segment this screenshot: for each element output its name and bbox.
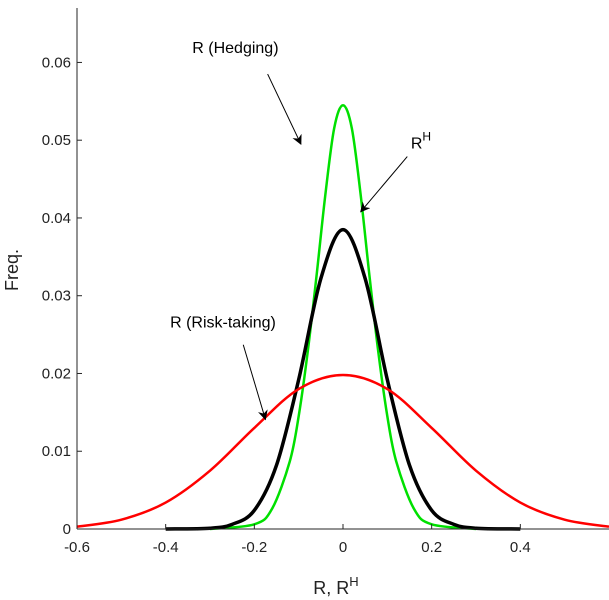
axes-group: -0.6 -0.4 -0.2 0 0.2 0.4 0 0.01 0.02 0.03 0.04 0.05…	[42, 8, 609, 556]
series-group	[76, 103, 609, 531]
annotation-hedging-label: R (Hedging)	[192, 40, 278, 57]
x-tick-label: 0.4	[510, 539, 531, 556]
annotation-hedging-arrow	[267, 73, 302, 145]
y-tick-label: 0	[63, 521, 71, 538]
y-tick-label: 0.01	[42, 443, 71, 460]
y-axis-label: Freq.	[2, 249, 22, 291]
x-tick-label: -0.6	[64, 539, 90, 556]
y-tick-label: 0.06	[42, 54, 71, 71]
y-tick-label: 0.03	[42, 288, 71, 305]
x-tick-label: -0.4	[153, 539, 179, 556]
y-tick-label: 0.02	[42, 365, 71, 382]
y-tick-label: 0.04	[42, 210, 71, 227]
x-tick-label: 0.2	[421, 539, 442, 556]
annotation-risk-taking-arrow	[242, 344, 268, 421]
x-axis-label: R, RH	[313, 574, 358, 598]
series-red-line	[76, 373, 609, 528]
annotation-rh-arrow	[360, 156, 408, 213]
annotation-rh-label: RH	[411, 130, 431, 153]
series-green-line	[209, 103, 477, 531]
annotation-risk-taking-label: R (Risk-taking)	[170, 315, 276, 332]
annotations-group: R (Hedging) RH R (Risk-taking)	[170, 40, 431, 421]
plot-background	[77, 8, 609, 529]
series-black-line	[165, 227, 521, 531]
y-tick-label: 0.05	[42, 132, 71, 149]
x-tick-label: -0.2	[241, 539, 267, 556]
plot-area	[77, 8, 609, 529]
x-tick-label: 0	[339, 539, 347, 556]
